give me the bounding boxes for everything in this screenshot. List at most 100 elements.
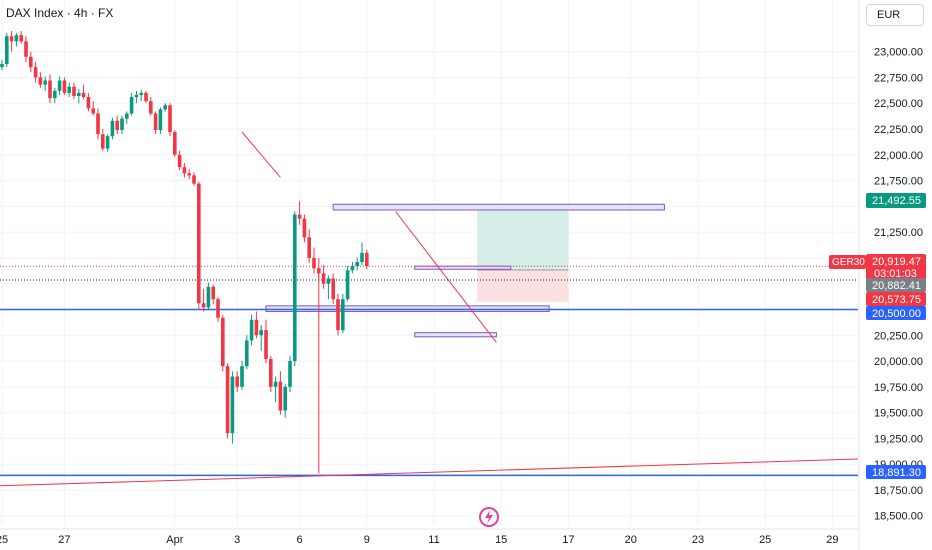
candle bbox=[326, 275, 331, 300]
candle-body bbox=[158, 109, 163, 131]
currency-button[interactable]: EUR bbox=[866, 4, 924, 26]
drawings bbox=[0, 131, 859, 487]
candle bbox=[192, 172, 196, 186]
candle bbox=[125, 111, 129, 124]
candle-body bbox=[240, 366, 244, 387]
candle-body bbox=[14, 35, 19, 42]
candle-body bbox=[134, 94, 139, 98]
entry-tag: 20,882.41 bbox=[872, 280, 921, 292]
candle bbox=[96, 108, 100, 140]
level-mid-tag-bg bbox=[866, 306, 926, 320]
y-tick-label: 18,750.00 bbox=[874, 485, 923, 497]
x-tick-label: 11 bbox=[428, 534, 439, 546]
candle-body bbox=[120, 118, 124, 131]
candles bbox=[0, 31, 369, 444]
y-tick-label: 22,250.00 bbox=[874, 124, 923, 136]
candle bbox=[120, 115, 124, 135]
candle-body bbox=[24, 41, 28, 57]
candle-body bbox=[67, 86, 71, 93]
price-tags: 21,492.55 GER30 20,919.47 03:01:03 20,88… bbox=[829, 193, 926, 479]
y-tick-label: 19,500.00 bbox=[874, 408, 923, 420]
candle bbox=[331, 273, 335, 305]
candle bbox=[283, 383, 287, 418]
y-tick-label: 21,250.00 bbox=[874, 227, 923, 239]
candle-body bbox=[125, 113, 129, 119]
candle bbox=[38, 72, 43, 88]
candle bbox=[77, 88, 81, 104]
candle bbox=[57, 76, 62, 95]
candle bbox=[134, 90, 139, 104]
candle bbox=[264, 319, 268, 364]
candle bbox=[307, 229, 311, 264]
candle-body bbox=[81, 92, 86, 98]
candle-body bbox=[105, 136, 110, 149]
candle bbox=[201, 288, 206, 312]
candle-body bbox=[62, 80, 67, 93]
candle-body bbox=[302, 218, 307, 238]
candle bbox=[81, 84, 86, 100]
candle bbox=[341, 294, 345, 334]
candle bbox=[206, 282, 211, 310]
candle bbox=[0, 59, 4, 71]
y-tick-label: 23,000.00 bbox=[874, 47, 923, 59]
candle bbox=[72, 82, 76, 100]
candle-body bbox=[350, 266, 355, 271]
candle bbox=[240, 361, 244, 390]
candle-body bbox=[201, 303, 206, 308]
candle bbox=[173, 130, 177, 157]
countdown-tag: 03:01:03 bbox=[874, 268, 917, 280]
chart-title: DAX Index · 4h · FX bbox=[6, 6, 114, 20]
x-tick-label: 27 bbox=[58, 534, 70, 546]
candle bbox=[187, 169, 191, 180]
candle-body bbox=[192, 175, 196, 184]
x-tick-label: 3 bbox=[234, 534, 240, 546]
zone-rect bbox=[265, 305, 550, 313]
y-tick-label: 22,750.00 bbox=[874, 72, 923, 84]
candle-body bbox=[129, 97, 134, 114]
candle-body bbox=[43, 80, 47, 85]
zone-rect bbox=[332, 203, 665, 211]
candle bbox=[360, 242, 364, 266]
x-tick-label: 25 bbox=[759, 534, 771, 546]
candle-body bbox=[365, 252, 369, 267]
candle bbox=[317, 257, 321, 279]
grid bbox=[0, 0, 858, 525]
candle-body bbox=[101, 134, 105, 149]
candle bbox=[86, 92, 91, 112]
candle bbox=[67, 82, 71, 98]
candle-body bbox=[139, 92, 143, 95]
candle bbox=[297, 201, 302, 225]
candle-body bbox=[259, 330, 263, 336]
candle bbox=[53, 87, 57, 104]
candle bbox=[273, 376, 278, 403]
candle-body bbox=[321, 273, 326, 284]
candle-body bbox=[153, 113, 158, 131]
y-tick-label: 19,250.00 bbox=[874, 433, 923, 445]
candle-body bbox=[144, 92, 148, 102]
x-tick-label: 9 bbox=[364, 534, 370, 546]
x-tick-label: 6 bbox=[297, 534, 303, 546]
candle-body bbox=[115, 120, 119, 131]
candle-body bbox=[77, 92, 81, 96]
candle-body bbox=[168, 105, 172, 133]
candle-body bbox=[221, 317, 225, 367]
profit-zone bbox=[477, 207, 569, 271]
candle-body bbox=[360, 252, 364, 263]
candle bbox=[9, 31, 14, 52]
target-tag: 21,492.55 bbox=[872, 195, 921, 207]
candle-body bbox=[110, 120, 115, 137]
candle bbox=[336, 294, 340, 336]
candle-body bbox=[211, 286, 215, 300]
lightning-icon[interactable] bbox=[478, 506, 500, 528]
y-tick-label: 19,750.00 bbox=[874, 382, 923, 394]
x-tick-label: 25 bbox=[0, 534, 8, 546]
candle-body bbox=[326, 278, 331, 284]
candle-body bbox=[341, 299, 345, 331]
candle bbox=[288, 355, 292, 392]
candle-body bbox=[173, 132, 177, 155]
candle-body bbox=[86, 97, 91, 109]
candle-body bbox=[96, 113, 100, 135]
candle-body bbox=[182, 167, 187, 174]
